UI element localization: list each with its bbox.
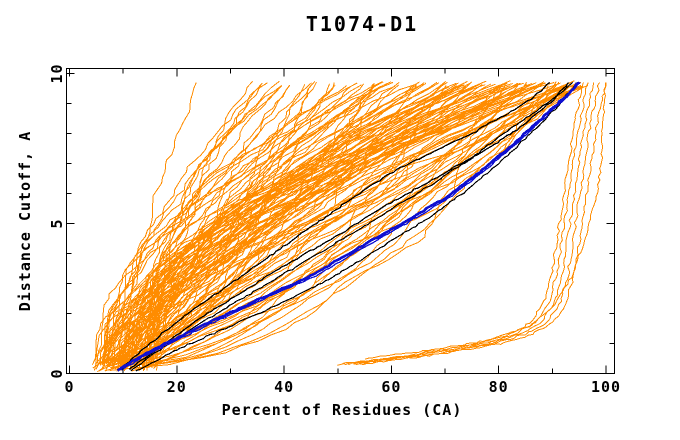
y-tick-label: 5 [48, 218, 66, 228]
y-tick-label: 0 [48, 368, 66, 378]
x-tick-label: 40 [274, 378, 294, 396]
axes-layer: 0 20 40 60 80 100 0 5 10 [48, 63, 621, 396]
x-axis-title: Percent of Residues (CA) [222, 401, 463, 419]
x-tick-label: 100 [591, 378, 621, 396]
x-tick-label: 80 [489, 378, 509, 396]
x-tick-label: 0 [64, 378, 74, 396]
y-tick-label: 10 [48, 63, 66, 83]
x-tick-label: 60 [381, 378, 401, 396]
y-axis-title: Distance Cutoff, A [16, 131, 34, 312]
curves-layer [91, 80, 607, 373]
x-tick-label: 20 [167, 378, 187, 396]
chart-title: T1074-D1 [306, 12, 418, 36]
